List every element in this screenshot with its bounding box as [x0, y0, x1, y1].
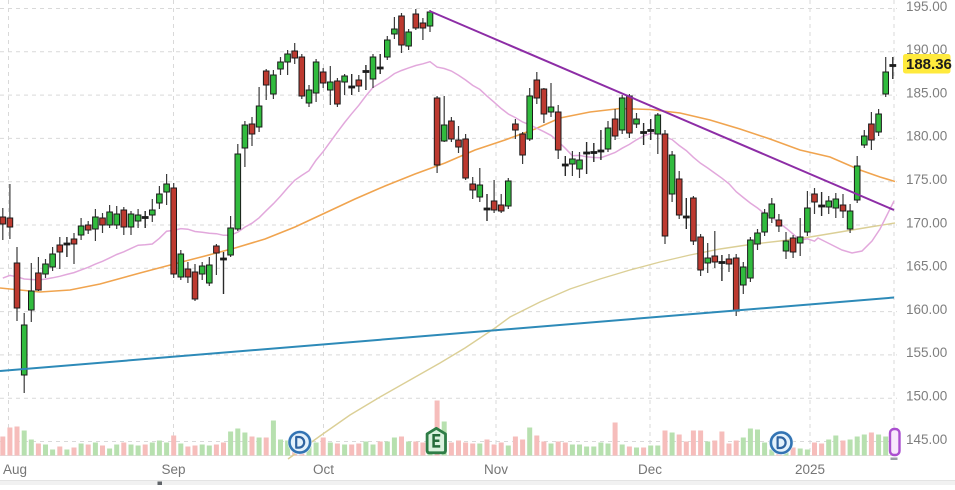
svg-text:180.00: 180.00	[906, 129, 947, 144]
svg-text:175.00: 175.00	[906, 172, 947, 187]
svg-text:Dec: Dec	[638, 462, 662, 477]
svg-text:2025: 2025	[795, 462, 825, 477]
svg-text:160.00: 160.00	[906, 302, 947, 317]
svg-text:Oct: Oct	[313, 462, 334, 477]
svg-text:Sep: Sep	[161, 462, 185, 477]
svg-text:Aug: Aug	[3, 462, 27, 477]
svg-text:150.00: 150.00	[906, 389, 947, 404]
svg-text:155.00: 155.00	[906, 345, 947, 360]
svg-text:185.00: 185.00	[906, 85, 947, 100]
svg-text:165.00: 165.00	[906, 259, 947, 274]
svg-text:188.36: 188.36	[906, 56, 952, 73]
svg-text:190.00: 190.00	[906, 42, 947, 57]
svg-text:145.00: 145.00	[906, 432, 947, 447]
svg-text:170.00: 170.00	[906, 215, 947, 230]
svg-text:Nov: Nov	[484, 462, 508, 477]
svg-text:195.00: 195.00	[906, 0, 947, 14]
